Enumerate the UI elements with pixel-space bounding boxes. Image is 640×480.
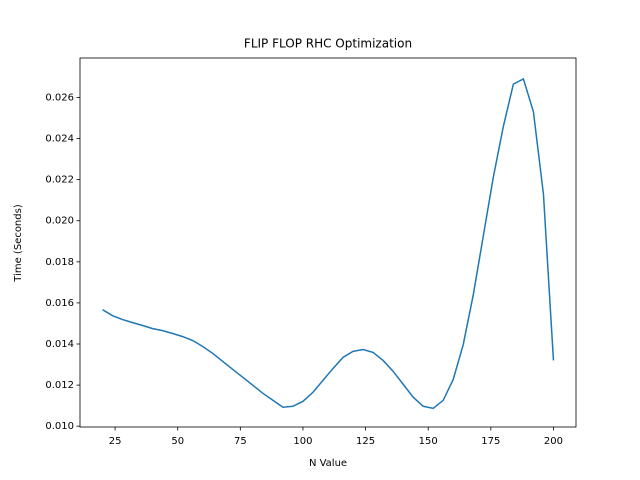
y-tick-label: 0.012	[45, 380, 74, 391]
y-tick-label: 0.010	[45, 421, 74, 432]
x-tick-label: 175	[481, 436, 500, 447]
y-tick-label: 0.026	[45, 92, 74, 103]
y-tick-label: 0.018	[45, 257, 74, 268]
x-tick-label: 150	[419, 436, 438, 447]
x-tick-label: 25	[109, 436, 122, 447]
y-tick-label: 0.014	[45, 339, 74, 350]
x-tick-label: 100	[293, 436, 312, 447]
x-tick-label: 75	[234, 436, 247, 447]
x-tick-label: 200	[544, 436, 563, 447]
chart-title: FLIP FLOP RHC Optimization	[244, 37, 412, 51]
y-tick-label: 0.024	[45, 134, 74, 145]
y-tick-label: 0.020	[45, 216, 74, 227]
axes-frame	[79, 57, 577, 428]
y-axis-label: Time (Seconds)	[13, 204, 24, 283]
x-tick-label: 50	[171, 436, 184, 447]
x-axis-label: N Value	[309, 458, 347, 469]
line-series	[102, 77, 555, 410]
y-tick-label: 0.022	[45, 175, 74, 186]
x-tick-label: 125	[356, 436, 375, 447]
y-tick-label: 0.016	[45, 298, 74, 309]
